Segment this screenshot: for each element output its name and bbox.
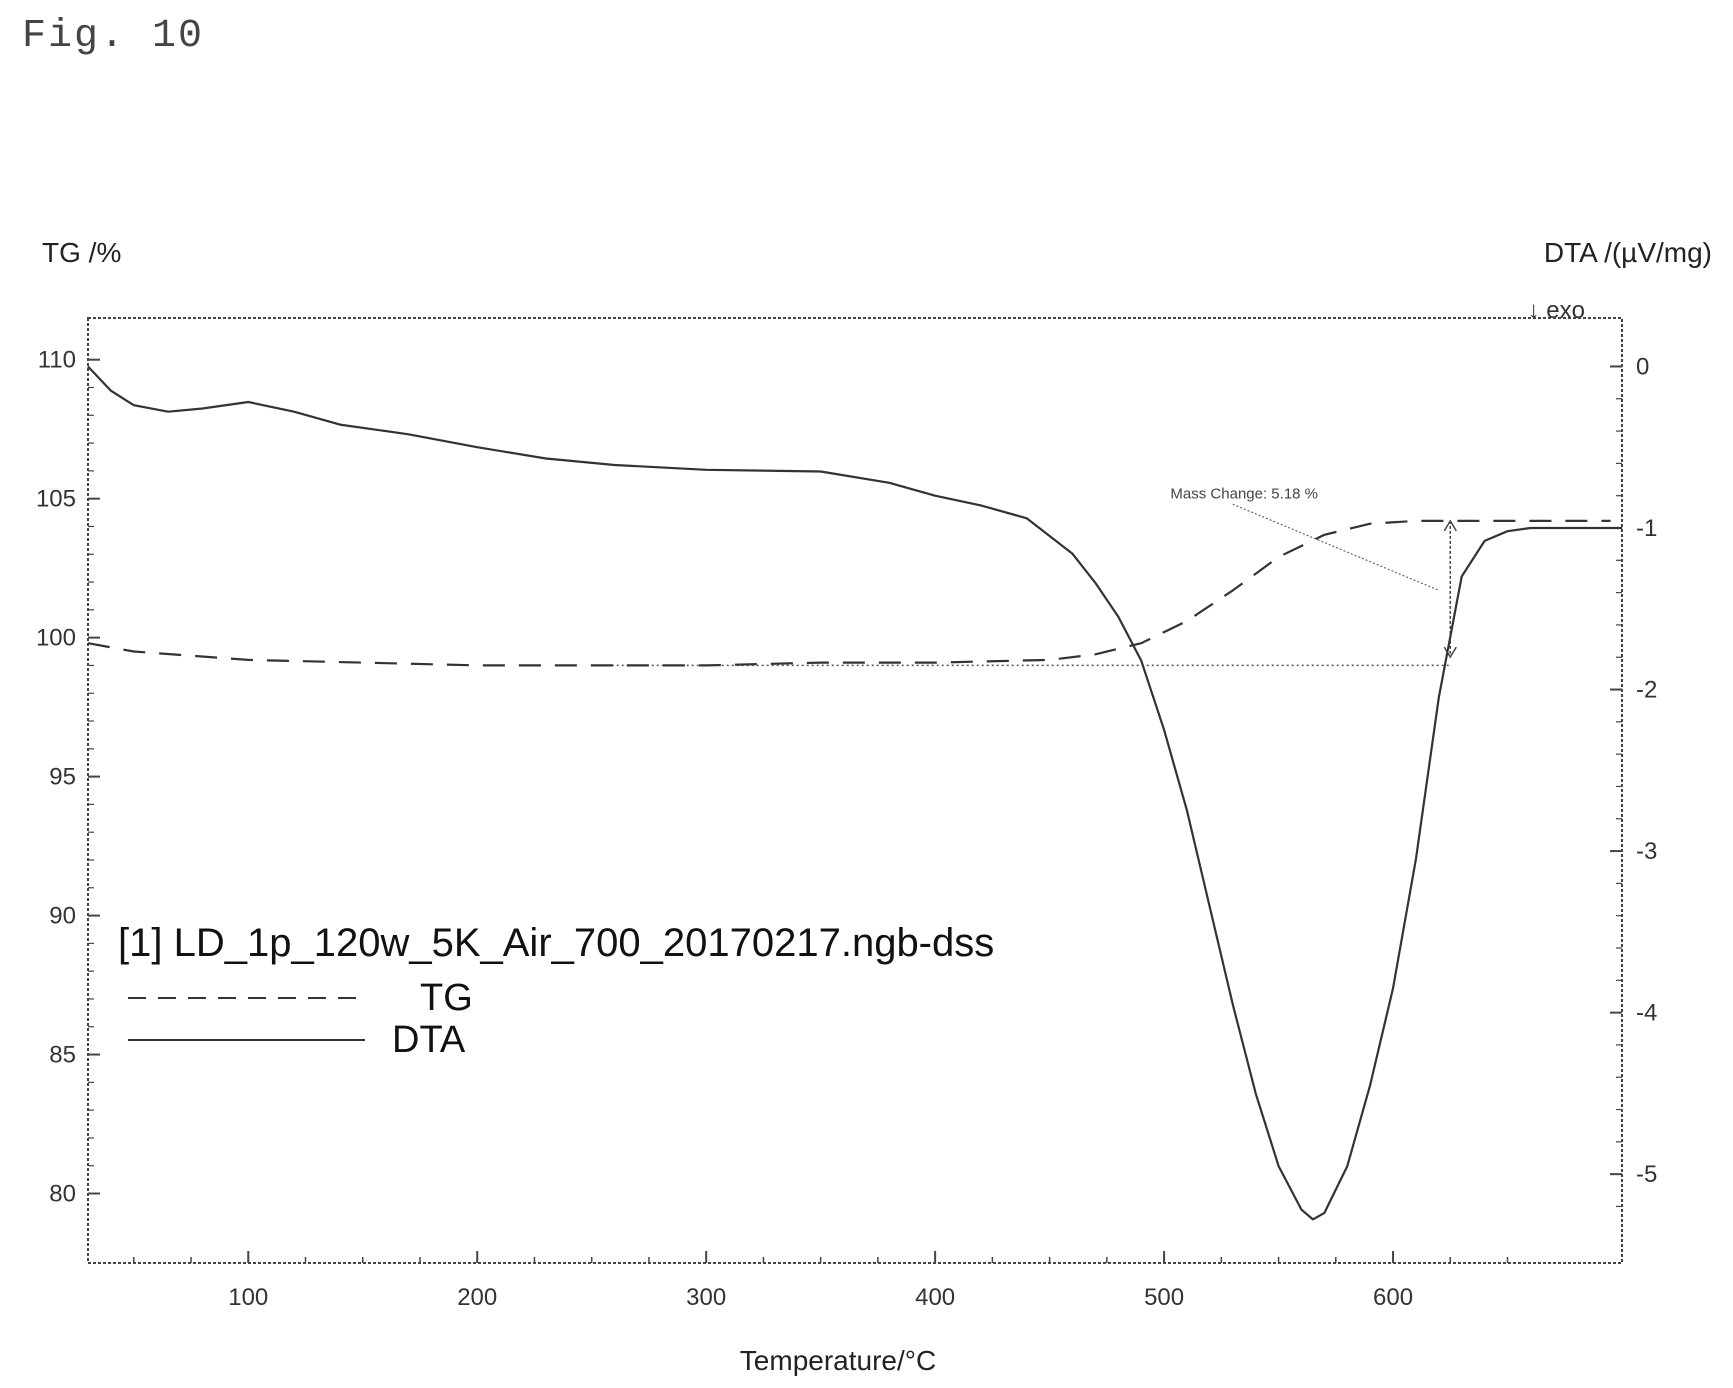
y-left-tick-label: 90 [49,903,76,930]
y-right-tick-label: -1 [1636,515,1657,542]
plot-area: 100 200 300 400 500 600 110 105 100 95 90 85 80 0 -1 -2… [36,317,1657,1311]
y-left-tick-label: 105 [36,486,76,513]
series-dta-line [87,365,1622,1221]
legend-dta-label: DTA [392,1019,466,1061]
y-left-tick-label: 95 [49,764,76,791]
x-tick-label: 600 [1373,1284,1413,1311]
x-tick-label: 200 [457,1284,497,1311]
left-axis-title: TG /% [42,237,121,268]
x-tick-label: 300 [686,1284,726,1311]
legend-dta: DTA [128,1019,466,1061]
y-left-tick-label: 100 [36,625,76,652]
mass-change-arrow-down [1443,646,1457,659]
x-tick-label: 500 [1144,1284,1184,1311]
legend-file-name: [1] LD_1p_120w_5K_Air_700_20170217.ngb-d… [118,921,994,965]
legend-tg: TG [128,977,473,1019]
series-tg-line [87,519,1611,667]
y-right-tick-label: -2 [1636,677,1657,704]
y-left-tick-label: 80 [49,1181,76,1208]
mass-change-arrow-up [1443,519,1457,532]
legend-tg-label: TG [420,977,473,1019]
exo-direction-note: ↓ exo [1528,297,1585,324]
y-right-tick-label: -5 [1636,1161,1657,1188]
y-left-tick-label: 110 [38,347,76,374]
y-right-tick-label: -3 [1636,838,1657,865]
y-right-tick-label: -4 [1636,1000,1657,1027]
y-left-tick-label: 85 [49,1042,76,1069]
mass-change-annotation: Mass Change: 5.18 % [1170,486,1318,503]
plot-frame [87,317,1623,1264]
y-right-tick-label: 0 [1636,353,1649,380]
right-axis-title: DTA /(µV/mg) [1544,237,1712,268]
figure-label: Fig. 10 [22,14,205,59]
x-tick-label: 400 [915,1284,955,1311]
x-tick-label: 100 [228,1284,268,1311]
x-axis-title: Temperature/°C [740,1345,936,1376]
annotation-leader [1232,503,1440,591]
